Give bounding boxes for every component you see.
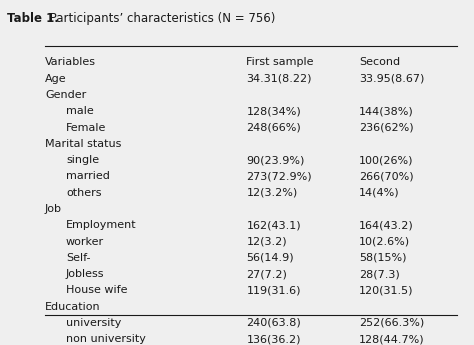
Text: 144(38%): 144(38%)	[359, 106, 413, 116]
Text: Participants’ characteristics (N = 756): Participants’ characteristics (N = 756)	[46, 12, 276, 26]
Text: 58(15%): 58(15%)	[359, 253, 406, 263]
Text: 33.95(8.67): 33.95(8.67)	[359, 74, 424, 84]
Text: 100(26%): 100(26%)	[359, 155, 413, 165]
Text: Self-: Self-	[66, 253, 91, 263]
Text: 27(7.2): 27(7.2)	[246, 269, 287, 279]
Text: 120(31.5): 120(31.5)	[359, 285, 413, 295]
Text: university: university	[66, 318, 121, 328]
Text: Jobless: Jobless	[66, 269, 105, 279]
Text: 136(36.2): 136(36.2)	[246, 334, 301, 344]
Text: 128(44.7%): 128(44.7%)	[359, 334, 424, 344]
Text: male: male	[66, 106, 94, 116]
Text: Education: Education	[45, 302, 100, 312]
Text: 128(34%): 128(34%)	[246, 106, 301, 116]
Text: Marital status: Marital status	[45, 139, 121, 149]
Text: Variables: Variables	[45, 57, 96, 67]
Text: Second: Second	[359, 57, 400, 67]
Text: Job: Job	[45, 204, 62, 214]
Text: 12(3.2%): 12(3.2%)	[246, 188, 298, 198]
Text: worker: worker	[66, 237, 104, 247]
Text: married: married	[66, 171, 110, 181]
Text: non university: non university	[66, 334, 146, 344]
Text: 12(3.2): 12(3.2)	[246, 237, 287, 247]
Text: House wife: House wife	[66, 285, 128, 295]
Text: 14(4%): 14(4%)	[359, 188, 400, 198]
Text: Employment: Employment	[66, 220, 137, 230]
Text: Age: Age	[45, 74, 66, 84]
Text: Female: Female	[66, 122, 106, 132]
Text: 236(62%): 236(62%)	[359, 122, 413, 132]
Text: single: single	[66, 155, 99, 165]
Text: others: others	[66, 188, 101, 198]
Text: 273(72.9%): 273(72.9%)	[246, 171, 312, 181]
Text: Gender: Gender	[45, 90, 86, 100]
Text: 119(31.6): 119(31.6)	[246, 285, 301, 295]
Text: 10(2.6%): 10(2.6%)	[359, 237, 410, 247]
Text: 90(23.9%): 90(23.9%)	[246, 155, 305, 165]
Text: 164(43.2): 164(43.2)	[359, 220, 413, 230]
Text: 162(43.1): 162(43.1)	[246, 220, 301, 230]
Text: 240(63.8): 240(63.8)	[246, 318, 301, 328]
Text: First sample: First sample	[246, 57, 314, 67]
Text: 34.31(8.22): 34.31(8.22)	[246, 74, 312, 84]
Text: 266(70%): 266(70%)	[359, 171, 413, 181]
Text: 248(66%): 248(66%)	[246, 122, 301, 132]
Text: 252(66.3%): 252(66.3%)	[359, 318, 424, 328]
Text: Table 1.: Table 1.	[8, 12, 59, 26]
Text: 56(14.9): 56(14.9)	[246, 253, 294, 263]
Text: 28(7.3): 28(7.3)	[359, 269, 400, 279]
